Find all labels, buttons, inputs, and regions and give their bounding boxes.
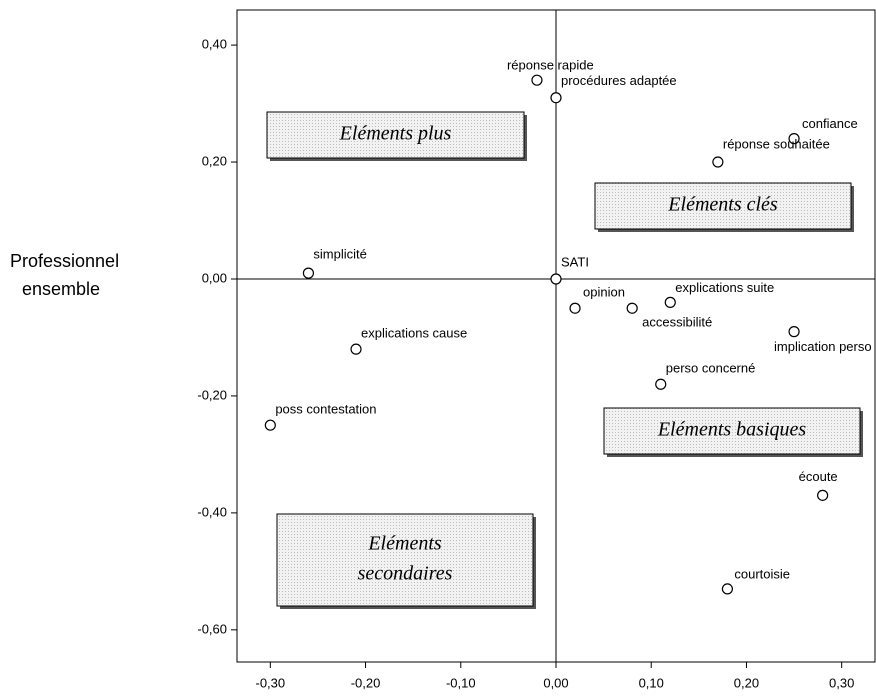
y-tick-label: 0,20 <box>202 153 227 168</box>
quadrant-label: Eléments plus <box>339 123 452 145</box>
point-label: opinion <box>583 285 625 300</box>
point-label: simplicité <box>313 247 366 262</box>
point <box>531 74 543 86</box>
point-label: implication perso <box>774 339 872 354</box>
x-tick-label: -0,10 <box>446 675 476 690</box>
quadrant-label: secondaires <box>358 563 453 585</box>
y-tick-label: 0,40 <box>202 37 227 52</box>
point <box>721 583 734 595</box>
quadrant-box <box>603 407 861 455</box>
point <box>626 302 638 314</box>
point <box>712 156 724 168</box>
point-label: accessibilité <box>642 315 712 330</box>
point-label: explications cause <box>361 326 467 341</box>
point-label: poss contestation <box>275 402 376 417</box>
y-tick-label: -0,20 <box>197 387 227 402</box>
y-axis-label: Professionnel <box>10 251 119 271</box>
point-label: courtoisie <box>734 566 790 581</box>
point-label: réponse souhaitée <box>723 136 830 151</box>
point-label: procédures adaptée <box>561 73 677 88</box>
x-tick-label: 0,10 <box>639 675 664 690</box>
point <box>655 378 667 390</box>
x-tick-label: 0,00 <box>543 675 568 690</box>
point <box>264 419 276 431</box>
quadrant-label: Eléments clés <box>667 194 778 216</box>
point-label: écoute <box>799 469 838 484</box>
point-label: explications suite <box>675 280 774 295</box>
quadrant-label: Eléments <box>367 533 442 555</box>
x-tick-label: 0,30 <box>829 675 854 690</box>
point <box>550 273 562 285</box>
point <box>569 302 581 314</box>
point-label: réponse rapide <box>507 58 594 73</box>
y-tick-label: -0,60 <box>197 621 227 636</box>
point <box>550 92 562 104</box>
point <box>350 343 362 355</box>
quadrant-box <box>276 513 534 607</box>
y-tick-label: 0,00 <box>202 270 227 285</box>
x-tick-label: 0,20 <box>734 675 759 690</box>
point-label: confiance <box>802 116 858 131</box>
y-axis-label: ensemble <box>22 279 100 299</box>
y-tick-label: -0,40 <box>197 504 227 519</box>
quadrant-box <box>594 182 852 230</box>
point <box>817 489 829 501</box>
point-label: SATI <box>561 254 589 269</box>
point <box>788 326 800 338</box>
x-tick-label: -0,20 <box>351 675 381 690</box>
point <box>302 267 315 279</box>
point-label: perso concerné <box>666 361 756 376</box>
quadrant-box <box>266 111 525 159</box>
x-tick-label: -0,30 <box>256 675 286 690</box>
point <box>788 133 800 145</box>
point <box>664 296 676 308</box>
quadrant-label: Eléments basiques <box>657 419 807 441</box>
